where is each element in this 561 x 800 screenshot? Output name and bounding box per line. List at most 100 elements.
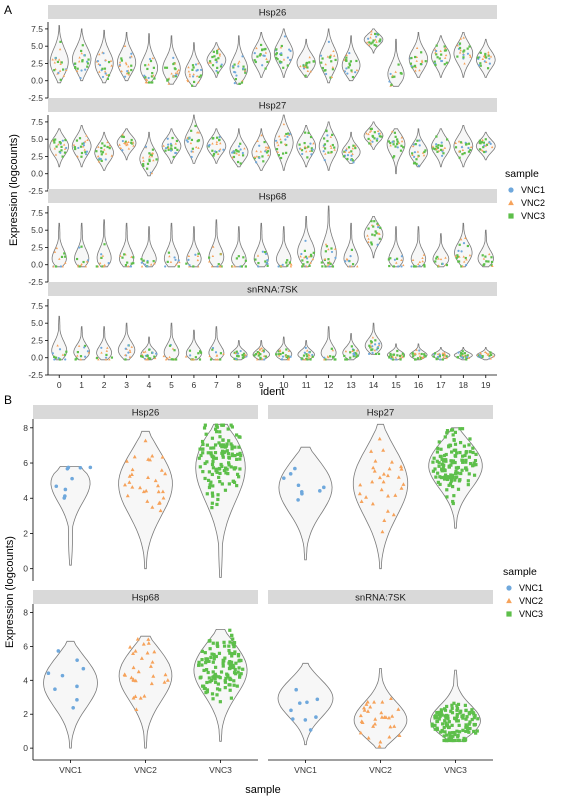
data-point: [388, 80, 391, 83]
violin-hsp27-10: [273, 114, 294, 171]
data-point: [210, 652, 214, 656]
data-point: [202, 686, 206, 690]
data-point: [393, 75, 396, 78]
data-point: [164, 265, 167, 268]
data-point: [57, 58, 61, 61]
data-point: [104, 72, 107, 75]
data-point: [301, 259, 304, 262]
legend-title: sample: [503, 566, 537, 578]
data-point: [484, 138, 487, 141]
data-point: [221, 423, 226, 427]
data-point: [233, 357, 236, 360]
data-point: [151, 674, 156, 678]
data-point: [388, 264, 391, 268]
violin-hsp26-3: [116, 32, 137, 82]
data-point: [98, 64, 102, 67]
data-point: [344, 260, 347, 263]
data-point: [488, 252, 491, 256]
data-point: [287, 132, 290, 135]
data-point: [201, 470, 205, 474]
data-point: [133, 694, 138, 698]
data-point: [264, 260, 267, 263]
data-point: [430, 722, 434, 726]
data-point: [60, 673, 65, 678]
data-point: [433, 727, 437, 731]
data-point: [296, 483, 301, 488]
y-tick-label: 0.0: [31, 353, 43, 363]
data-point: [331, 349, 335, 352]
data-point: [148, 159, 151, 163]
data-point: [153, 478, 158, 483]
data-point: [431, 460, 435, 464]
data-point: [401, 352, 404, 355]
data-point: [212, 152, 216, 156]
data-point: [185, 262, 188, 265]
data-point: [329, 135, 333, 138]
data-point: [173, 349, 176, 352]
data-point: [238, 673, 242, 677]
violin-group-19: [475, 131, 496, 161]
data-point: [443, 730, 447, 734]
data-point: [485, 351, 488, 355]
data-point: [162, 144, 165, 147]
data-point: [490, 145, 494, 149]
data-point: [375, 40, 378, 43]
data-point: [380, 135, 383, 138]
y-tick-label: 6: [23, 458, 28, 468]
data-point: [445, 738, 449, 743]
data-point: [285, 143, 288, 147]
data-point: [415, 162, 418, 166]
data-point: [454, 141, 457, 144]
data-point: [223, 680, 228, 684]
data-point: [101, 265, 104, 268]
data-point: [465, 358, 468, 361]
x-tick-label: 8: [236, 380, 241, 390]
data-point: [235, 257, 238, 260]
data-point: [231, 265, 234, 268]
data-point: [78, 137, 82, 140]
data-point: [197, 131, 201, 134]
y-tick-label: 8: [23, 423, 28, 433]
data-point: [211, 348, 214, 351]
data-point: [72, 143, 76, 146]
data-point: [174, 67, 177, 71]
y-tick-label: 0.0: [31, 169, 43, 179]
data-point: [64, 138, 67, 142]
data-point: [139, 656, 144, 660]
data-point: [434, 260, 437, 263]
data-point: [376, 345, 380, 349]
data-point: [464, 466, 468, 470]
data-point: [461, 728, 465, 732]
data-point: [85, 153, 88, 156]
legend-label-vnc1: VNC1: [521, 185, 545, 195]
data-point: [258, 144, 261, 147]
data-point: [416, 139, 419, 142]
data-point: [325, 129, 328, 132]
legend-swatch-vnc2: [506, 597, 512, 604]
data-point: [150, 453, 155, 458]
data-point: [435, 147, 438, 150]
data-point: [160, 455, 165, 459]
data-point: [260, 133, 263, 137]
data-point: [442, 475, 446, 479]
data-point: [329, 144, 332, 147]
data-point: [350, 69, 353, 72]
data-point: [466, 483, 470, 487]
facet-snrna-7sk: snRNA:7SK-2.50.02.55.07.50 1 2 3 4 5 6 7 8 9 10 11 1…: [28, 282, 497, 390]
data-point: [449, 476, 454, 480]
data-point: [372, 39, 375, 42]
data-point: [148, 155, 151, 158]
data-point: [280, 141, 283, 144]
legend-swatch-vnc1: [508, 187, 514, 193]
data-point: [63, 494, 67, 498]
data-point: [442, 734, 446, 738]
facet-hsp27: Hsp27-2.50.02.55.07.5: [28, 98, 497, 196]
data-point: [394, 135, 397, 138]
data-point: [168, 255, 171, 258]
data-point: [168, 344, 172, 347]
data-point: [140, 355, 143, 358]
data-point: [211, 660, 215, 664]
data-point: [186, 78, 189, 81]
strip-background: [48, 189, 497, 203]
data-point: [104, 152, 108, 155]
